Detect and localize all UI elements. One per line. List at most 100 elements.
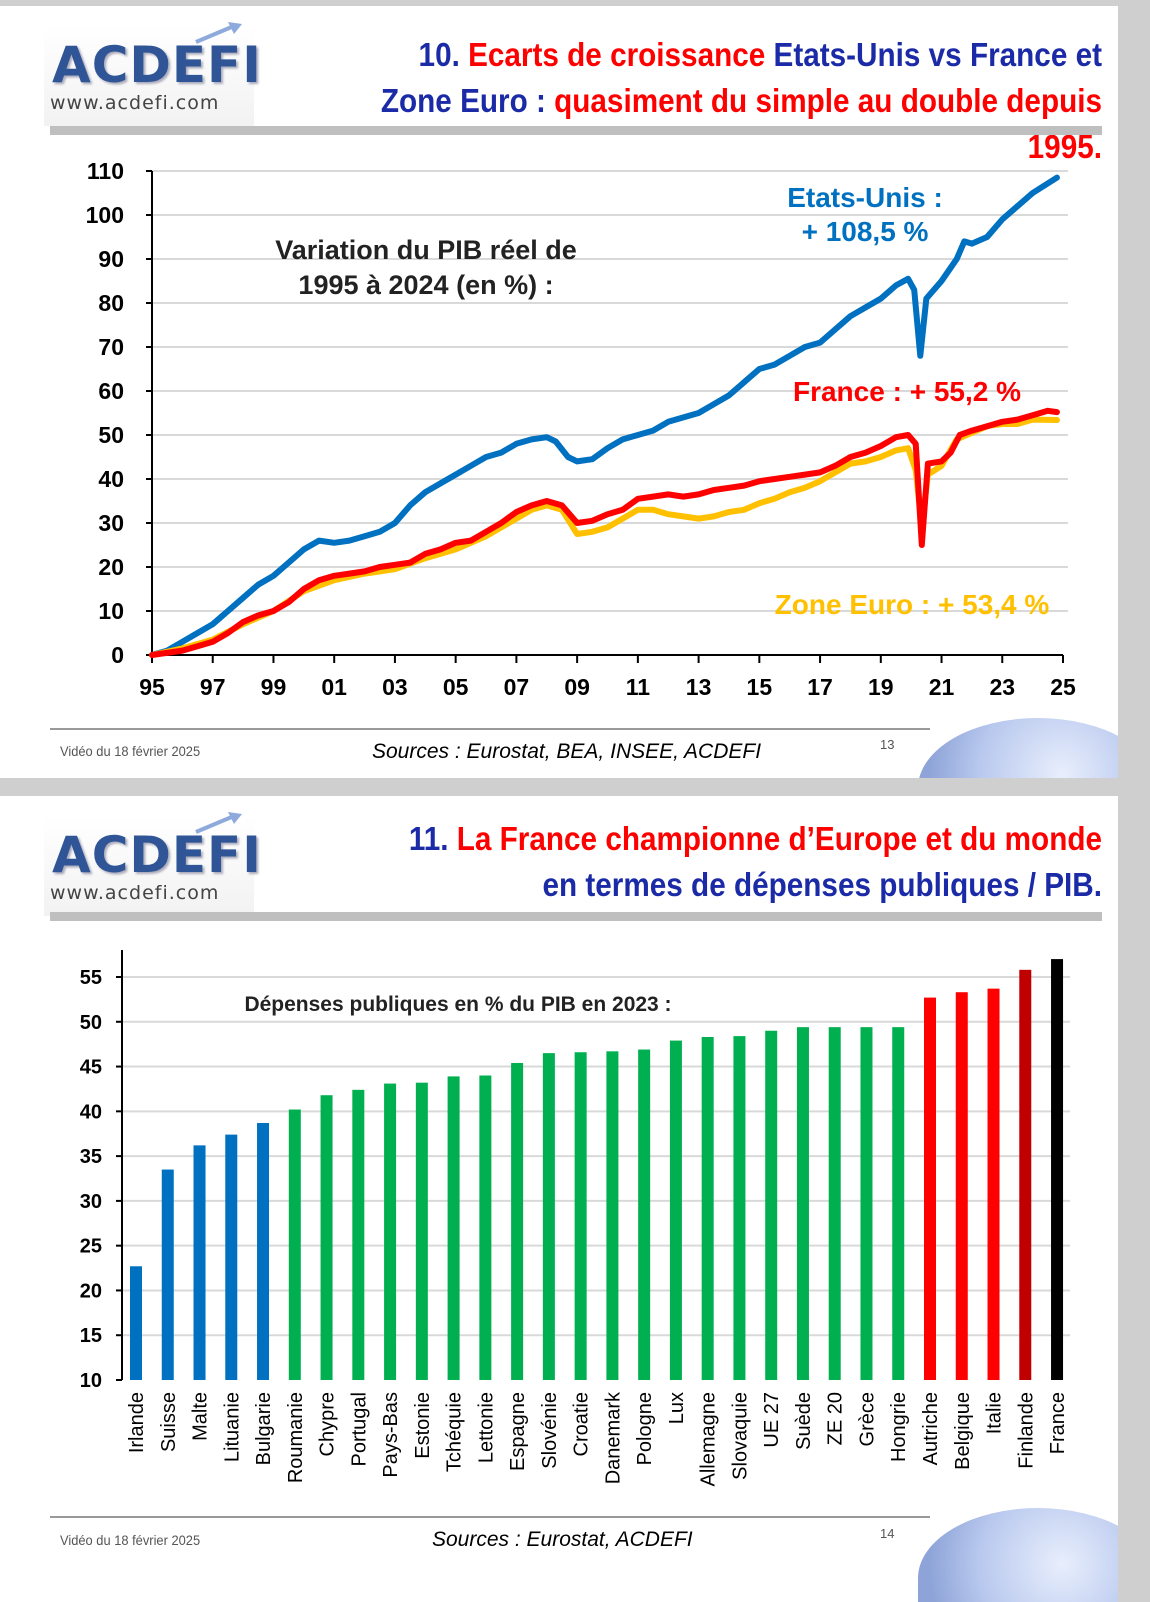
category-label: Croatie	[571, 1392, 593, 1456]
title-number: 11.	[408, 820, 449, 857]
category-label: Hongrie	[888, 1392, 910, 1462]
bar-lettonie	[479, 1075, 492, 1380]
y-tick-label: 60	[98, 378, 124, 404]
bar-portugal	[352, 1089, 365, 1380]
y-tick-label: 30	[80, 1191, 102, 1213]
y-tick-label: 0	[111, 642, 124, 668]
chart-title-line: Variation du PIB réel de	[275, 235, 577, 265]
category-label: Autriche	[920, 1392, 942, 1465]
x-tick-label: 97	[200, 674, 226, 700]
category-label: Grèce	[856, 1392, 878, 1446]
x-tick-label: 19	[868, 674, 894, 700]
title-number: 10.	[418, 36, 460, 73]
category-label: ZE 20	[825, 1392, 847, 1445]
sources: Sources : Eurostat, BEA, INSEE, ACDEFI	[372, 740, 762, 763]
y-tick-label: 100	[86, 202, 124, 228]
slide-title: 11. La France championne d’Europe et du …	[382, 816, 1102, 908]
y-tick-label: 10	[98, 598, 124, 624]
category-label: Tchéquie	[444, 1392, 466, 1472]
acdefi-logo: ACDEFI www.acdefi.com	[44, 22, 261, 126]
bar-tchéquie	[447, 1076, 460, 1380]
y-tick-label: 20	[98, 554, 124, 580]
x-tick-label: 03	[382, 674, 408, 700]
bar-suède	[796, 1027, 809, 1380]
video-date: Vidéo du 18 février 2025	[60, 743, 201, 759]
category-label: Slovaquie	[729, 1392, 751, 1480]
y-tick-label: 40	[80, 1101, 102, 1123]
video-date: Vidéo du 18 février 2025	[60, 1532, 201, 1548]
y-tick-label: 35	[80, 1146, 102, 1168]
slide-13: ACDEFI www.acdefi.com 10. Ecarts de croi…	[0, 6, 1118, 778]
series-label-france: France : + 55,2 %	[793, 376, 1021, 407]
slide-title: 10. Ecarts de croissance Etats-Unis vs F…	[364, 32, 1102, 170]
series-label-etats-unis: Etats-Unis :	[787, 182, 943, 213]
bar-croatie	[574, 1052, 587, 1380]
x-tick-label: 11	[626, 674, 651, 700]
x-tick-label: 99	[261, 674, 287, 700]
category-label: Pays-Bas	[380, 1392, 402, 1478]
x-tick-label: 21	[929, 674, 955, 700]
bar-pays-bas	[384, 1083, 397, 1380]
title-divider	[50, 912, 1102, 921]
bar-grèce	[860, 1027, 873, 1380]
category-label: Chypre	[317, 1392, 339, 1456]
bar-france	[1051, 959, 1064, 1380]
bar-roumanie	[288, 1109, 301, 1380]
x-tick-label: 15	[747, 674, 773, 700]
y-tick-label: 90	[98, 246, 124, 272]
category-label: Estonie	[412, 1392, 434, 1459]
y-tick-label: 70	[98, 334, 124, 360]
category-label: Suisse	[158, 1392, 180, 1452]
category-label: France	[1047, 1392, 1069, 1454]
category-label: Lettonie	[475, 1392, 497, 1463]
public-spending-bar-chart: 10 15 20 25 30 35 40 45 50 55 Dépenses publiques e…	[80, 950, 1070, 1487]
series-label-zone-euro: Zone Euro : + 53,4 %	[775, 589, 1050, 620]
logo-brand: ACDEFI	[52, 826, 262, 884]
category-label: Suède	[793, 1392, 815, 1450]
bar-ue-27	[765, 1030, 778, 1380]
series-line-france	[149, 407, 1060, 658]
footer-divider	[50, 1516, 930, 1518]
bar-bulgarie	[257, 1122, 270, 1380]
title-divider	[50, 126, 1102, 135]
footer-divider	[50, 728, 930, 730]
category-label: Lux	[666, 1392, 688, 1424]
logo-arrow-icon	[195, 812, 242, 834]
y-tick-label: 10	[80, 1370, 102, 1392]
x-tick-label: 17	[807, 674, 833, 700]
x-tick-label: 13	[686, 674, 712, 700]
category-label: Roumanie	[285, 1392, 307, 1483]
category-label: Italie	[984, 1392, 1006, 1434]
page-number: 14	[880, 1526, 895, 1541]
logo-url: www.acdefi.com	[50, 92, 220, 114]
bar-autriche	[924, 997, 936, 1380]
title-part: en termes de dépenses publiques / PIB.	[542, 866, 1102, 903]
series-label-etats-unis: + 108,5 %	[802, 216, 929, 247]
logo-url: www.acdefi.com	[50, 882, 220, 904]
title-part: Ecarts de croissance	[468, 36, 766, 73]
title-part: Etats-Unis vs France et Zone Euro :	[380, 36, 1102, 119]
y-tick-label: 40	[98, 466, 124, 492]
logo-brand: ACDEFI	[52, 36, 262, 94]
y-tick-label: 50	[98, 422, 124, 448]
globe-icon	[918, 718, 1118, 778]
bar-slovénie	[542, 1053, 555, 1380]
bar-ze-20	[828, 1027, 841, 1380]
sources: Sources : Eurostat, ACDEFI	[432, 1528, 693, 1551]
bar-espagne	[511, 1062, 524, 1380]
category-label: Finlande	[1015, 1392, 1037, 1469]
chart-title-line: 1995 à 2024 (en %) :	[298, 270, 553, 300]
bar-hongrie	[892, 1027, 905, 1380]
y-tick-label: 15	[80, 1325, 102, 1347]
bar-pologne	[638, 1049, 651, 1380]
y-tick-label: 25	[80, 1236, 102, 1258]
category-label: Lituanie	[221, 1392, 243, 1462]
title-part: quasiment du simple au double depuis 199…	[554, 82, 1102, 165]
bar-estonie	[415, 1082, 428, 1380]
bar-slovaquie	[733, 1036, 746, 1380]
category-label: Espagne	[507, 1392, 529, 1471]
x-tick-label: 01	[321, 674, 347, 700]
chart-title: Dépenses publiques en % du PIB en 2023 :	[244, 993, 671, 1016]
category-label: Belgique	[952, 1392, 974, 1470]
y-tick-label: 55	[80, 967, 102, 989]
